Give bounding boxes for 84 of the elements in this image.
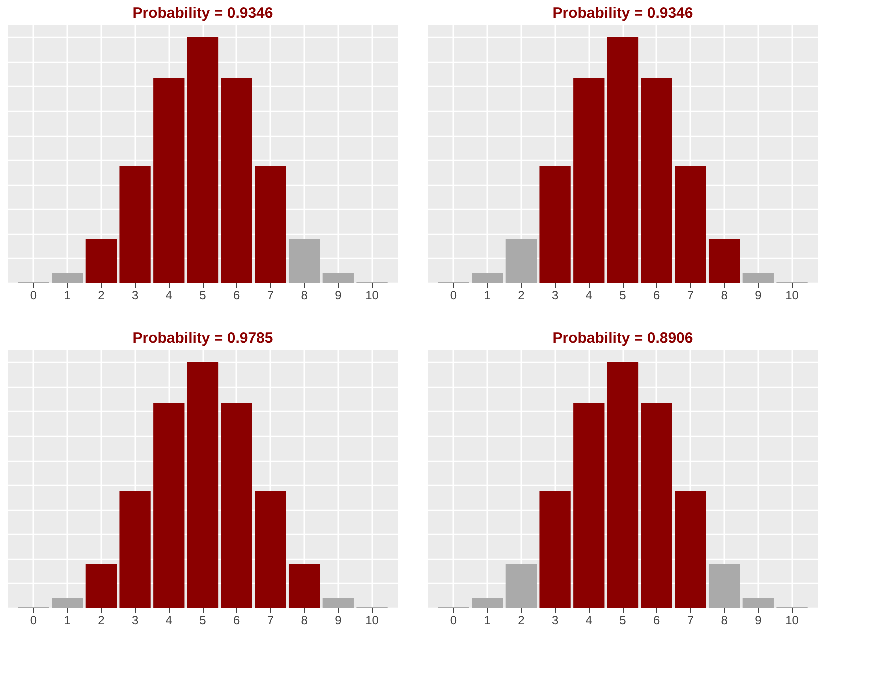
x-tick-label: 2 <box>518 614 526 628</box>
x-tick-label: 7 <box>687 288 694 302</box>
x-tick-label: 5 <box>620 288 627 302</box>
x-tick-label: 5 <box>620 614 627 628</box>
x-tick-label: 5 <box>200 288 207 302</box>
bar <box>540 491 571 608</box>
bar <box>472 273 504 283</box>
bar <box>675 166 706 283</box>
x-tick-label: 10 <box>786 614 800 628</box>
x-tick-label: 4 <box>586 288 593 302</box>
x-tick-label: 10 <box>366 288 380 302</box>
x-tick-label: 1 <box>484 614 492 628</box>
x-tick-label: 6 <box>234 288 241 302</box>
x-tick-label: 0 <box>450 288 458 302</box>
bar <box>708 564 740 608</box>
x-tick-label: 3 <box>132 614 139 628</box>
bar <box>607 37 639 283</box>
chart-title: Probability = 0.9785 <box>132 330 274 347</box>
x-tick-label: 7 <box>267 614 274 628</box>
x-tick-label: 2 <box>98 614 106 628</box>
bar <box>120 166 151 283</box>
x-tick-label: 3 <box>552 614 559 628</box>
bar <box>322 273 354 283</box>
x-tick-label: 8 <box>301 614 308 628</box>
x-tick-label: 6 <box>654 288 661 302</box>
bar <box>472 598 504 608</box>
x-tick-label: 0 <box>30 288 38 302</box>
bar <box>52 598 84 608</box>
bar <box>52 273 84 283</box>
x-tick-label: 8 <box>721 288 728 302</box>
x-tick-label: 7 <box>267 288 274 302</box>
x-tick-label: 4 <box>166 288 173 302</box>
bar <box>86 564 118 608</box>
x-tick-label: 10 <box>366 614 380 628</box>
x-tick-label: 9 <box>335 288 342 302</box>
x-tick-label: 4 <box>586 614 593 628</box>
bar <box>675 491 706 608</box>
chart-title: Probability = 0.8906 <box>552 330 694 347</box>
x-tick-label: 6 <box>234 614 241 628</box>
bar <box>574 78 605 283</box>
x-tick-label: 7 <box>687 614 694 628</box>
x-tick-label: 6 <box>654 614 661 628</box>
x-tick-label: 8 <box>721 614 728 628</box>
bar <box>708 239 740 283</box>
x-tick-label: 4 <box>166 614 173 628</box>
bar <box>540 166 571 283</box>
x-tick-label: 10 <box>786 288 800 302</box>
bar <box>154 78 185 283</box>
x-tick-label: 1 <box>64 288 72 302</box>
bar <box>221 78 252 283</box>
bar <box>506 564 538 608</box>
bar <box>255 166 286 283</box>
x-tick-label: 3 <box>132 288 139 302</box>
bar <box>322 598 354 608</box>
x-tick-label: 1 <box>484 288 492 302</box>
x-tick-label: 0 <box>30 614 38 628</box>
bar <box>288 239 320 283</box>
bar <box>154 403 185 608</box>
bar <box>641 78 672 283</box>
bar <box>506 239 538 283</box>
x-tick-label: 9 <box>755 614 762 628</box>
x-tick-label: 0 <box>450 614 458 628</box>
bar <box>607 362 639 608</box>
x-tick-label: 9 <box>755 288 762 302</box>
x-tick-label: 9 <box>335 614 342 628</box>
bar <box>187 37 219 283</box>
bar <box>574 403 605 608</box>
bar <box>187 362 219 608</box>
chart-title: Probability = 0.9346 <box>132 5 274 22</box>
bar <box>742 273 774 283</box>
bar <box>641 403 672 608</box>
x-tick-label: 1 <box>64 614 72 628</box>
x-tick-label: 3 <box>552 288 559 302</box>
x-tick-label: 2 <box>518 288 526 302</box>
bar <box>742 598 774 608</box>
x-tick-label: 8 <box>301 288 308 302</box>
x-tick-label: 5 <box>200 614 207 628</box>
bar <box>255 491 286 608</box>
bar <box>120 491 151 608</box>
bar <box>221 403 252 608</box>
chart-title: Probability = 0.9346 <box>552 5 694 22</box>
bar <box>288 564 320 608</box>
x-tick-label: 2 <box>98 288 106 302</box>
bar <box>86 239 118 283</box>
